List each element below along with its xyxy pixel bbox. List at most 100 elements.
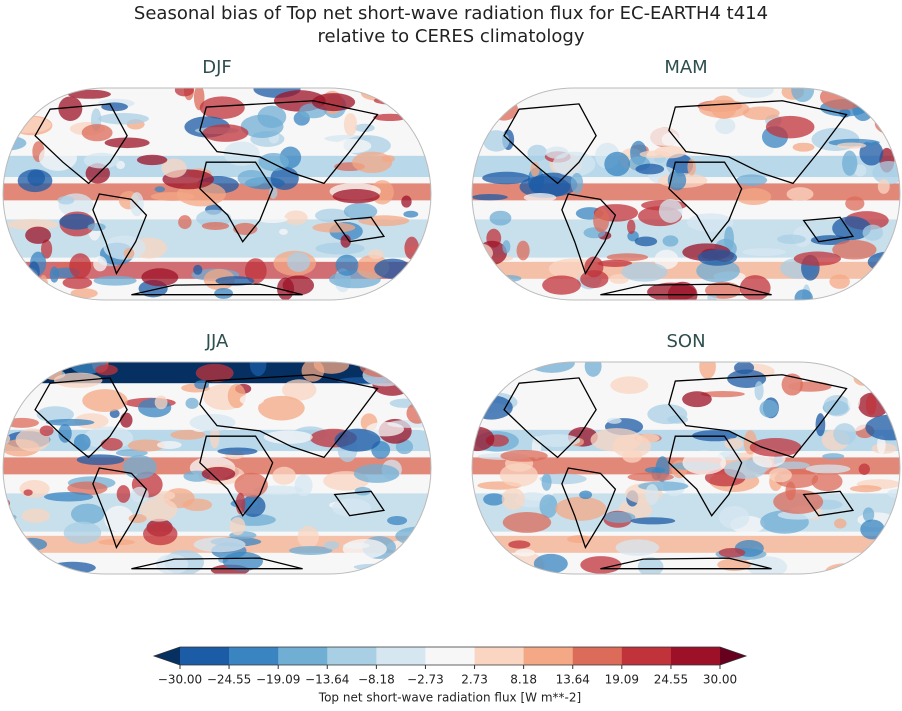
colorbar-bin [523, 647, 574, 665]
bias-blob [332, 498, 372, 518]
bias-blob [682, 450, 727, 475]
bias-blob [639, 150, 670, 159]
panel-title: DJF [202, 57, 232, 78]
map-outline [471, 361, 901, 575]
bias-blob [847, 386, 861, 412]
bias-blob [811, 471, 843, 492]
coastline [668, 161, 743, 243]
bias-blob [109, 409, 120, 419]
bias-blob [170, 429, 206, 440]
bias-blob [634, 236, 658, 247]
bias-blob [774, 461, 810, 470]
bias-blob [82, 389, 128, 413]
bias-blob [154, 395, 168, 410]
bias-blob [83, 152, 120, 169]
bias-blob [139, 497, 178, 522]
bias-blob [23, 489, 33, 496]
bias-blob [584, 362, 602, 377]
bias-blob [279, 228, 288, 235]
bias-blob [161, 158, 187, 178]
bias-blob [715, 117, 736, 135]
bias-blob [57, 195, 75, 205]
bias-blob [829, 274, 850, 289]
colorbar-tick-label: 24.55 [654, 673, 688, 687]
bias-blob [487, 362, 508, 389]
bias-blob [724, 438, 744, 450]
bias-blob [178, 215, 192, 230]
colorbar-bin [278, 647, 328, 665]
bias-blob [832, 216, 872, 241]
colorbar-tick-label: −13.64 [305, 673, 349, 687]
bias-blob [541, 473, 552, 491]
bias-blob [239, 394, 265, 406]
coastline [668, 100, 848, 185]
bias-blob [472, 409, 483, 421]
bias-blob [98, 113, 149, 125]
bias-blob [28, 261, 40, 282]
colorbar-tick-label: −2.73 [407, 673, 444, 687]
bias-blob [836, 142, 867, 149]
bias-blob [373, 96, 410, 105]
bias-blob [877, 435, 886, 455]
bias-blob [409, 376, 431, 394]
coastline [131, 557, 303, 570]
bias-blob [223, 141, 260, 166]
coastline [600, 557, 772, 570]
bias-blob [297, 525, 319, 549]
bias-blob [792, 142, 815, 152]
bias-blob [607, 417, 622, 424]
bias-blob [284, 210, 308, 226]
bias-blob [93, 256, 107, 272]
bias-blob [81, 124, 113, 142]
bias-blob [523, 193, 557, 203]
bias-blob [234, 472, 268, 498]
coastline [199, 161, 274, 243]
colorbar-extend-low [154, 647, 180, 665]
bias-blob [343, 203, 378, 220]
bias-blob [235, 492, 246, 515]
bias-blob [301, 362, 325, 382]
coastline [802, 216, 855, 243]
bias-blob [749, 437, 802, 457]
bias-blob [272, 466, 296, 485]
colorbar-bin [474, 647, 525, 665]
bias-blob [312, 222, 356, 233]
bias-blob [36, 406, 74, 423]
map-outline [2, 87, 432, 301]
bias-blob [786, 187, 814, 202]
bias-blob [217, 447, 258, 456]
bias-blob [3, 562, 34, 574]
bias-blob [482, 171, 531, 185]
colorbar-tick-label: 8.18 [510, 673, 537, 687]
bias-blob [842, 150, 858, 176]
bias-blob [654, 249, 679, 270]
colorbar-bin [180, 647, 230, 665]
bias-blob [485, 90, 499, 99]
bias-blob [185, 397, 199, 409]
bias-blob [658, 198, 683, 223]
bias-blob [742, 106, 780, 121]
bias-blob [104, 137, 150, 149]
bias-blob [533, 553, 568, 574]
bias-blob [570, 172, 584, 194]
bias-blob [398, 279, 431, 293]
bias-blob [195, 363, 234, 383]
bias-blob [70, 503, 105, 525]
bias-blob [44, 492, 94, 502]
bias-blob [805, 464, 851, 474]
coastline [668, 374, 848, 459]
bias-blob [335, 254, 359, 276]
bias-blob [48, 561, 96, 574]
bias-blob [209, 426, 220, 449]
bias-blob [100, 438, 123, 451]
bias-blob [793, 251, 842, 266]
bias-blob [891, 510, 900, 522]
bias-blob [151, 98, 175, 114]
bias-blob [401, 195, 412, 208]
bias-blob [889, 385, 900, 392]
bias-blob [571, 115, 623, 140]
bias-blob [500, 449, 548, 462]
bias-blob [472, 104, 498, 128]
bias-blob [122, 455, 157, 480]
bias-blob [483, 493, 505, 506]
